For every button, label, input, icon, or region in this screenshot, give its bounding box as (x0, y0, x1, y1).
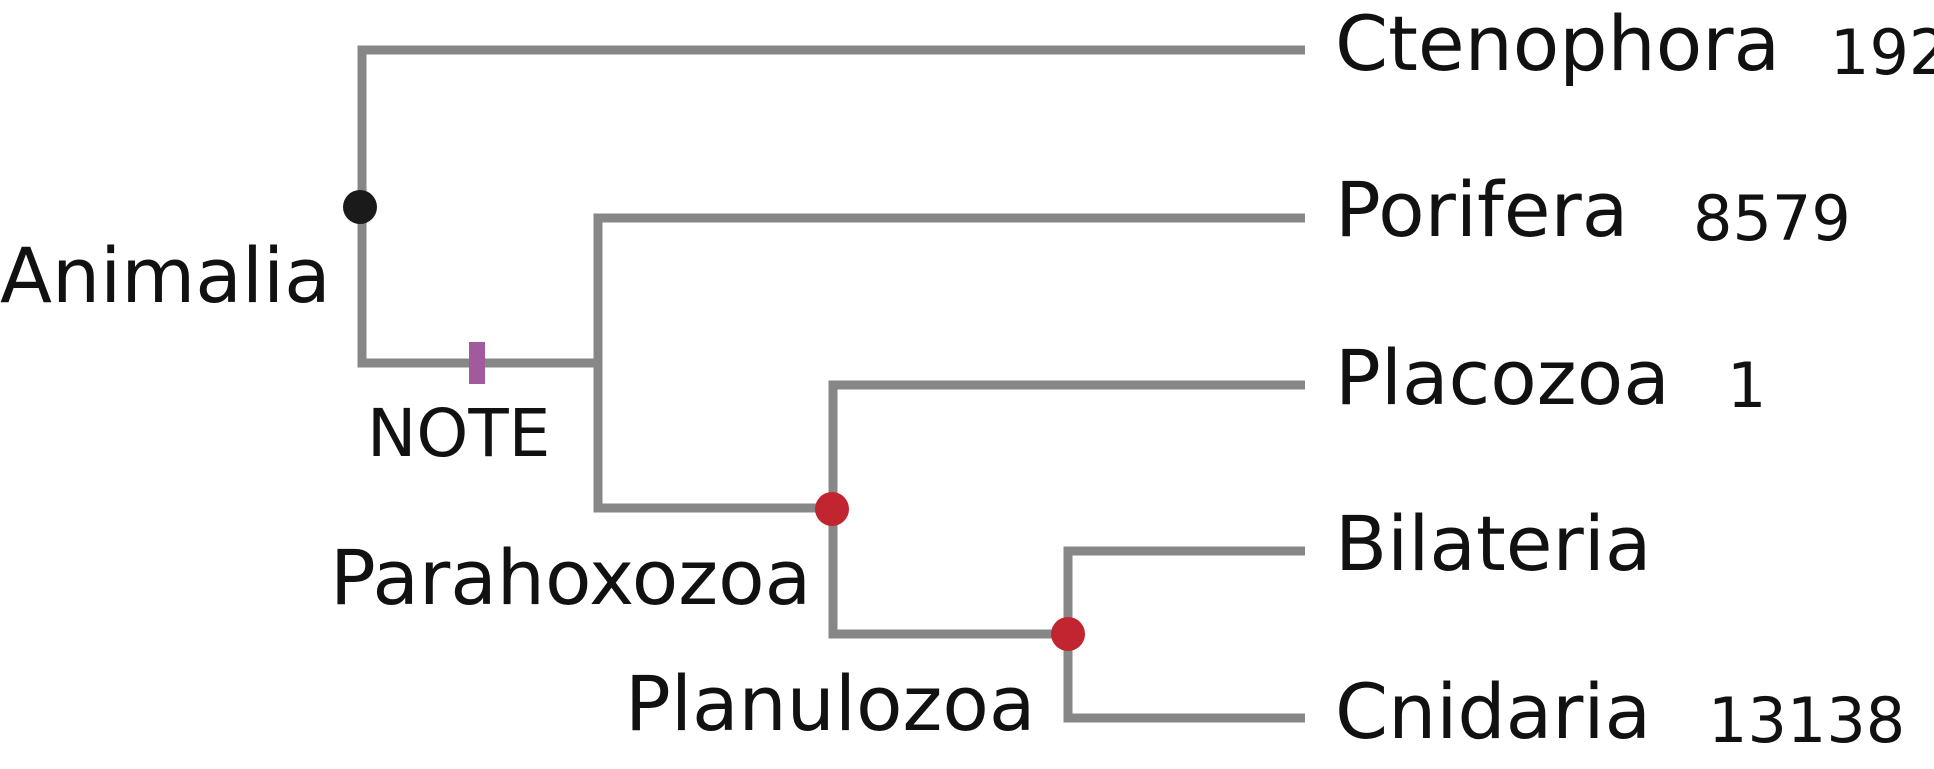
branch-root-to-bilaterian-clade (357, 207, 598, 368)
branch-to-porifera (593, 213, 1305, 363)
species-count-ctenophora: 192 (1830, 16, 1934, 89)
planulozoa-node-marker (1051, 617, 1085, 651)
branch-to-bilateria (1063, 546, 1305, 634)
branch-to-planulozoa (828, 508, 1068, 639)
branch-to-cnidaria (1063, 634, 1305, 723)
taxon-label-ctenophora: Ctenophora (1335, 0, 1780, 88)
clade-label-animalia: Animalia (0, 231, 331, 320)
species-count-placozoa: 1 (1727, 349, 1766, 422)
branches (357, 45, 1305, 723)
species-count-porifera: 8579 (1693, 182, 1851, 255)
taxon-label-placozoa: Placozoa (1335, 333, 1670, 422)
taxon-label-porifera: Porifera (1335, 165, 1628, 254)
note-mark (469, 342, 485, 384)
branch-root-to-ctenophora (357, 45, 1305, 207)
parahoxozoa-node-marker (815, 492, 849, 526)
clade-label-planulozoa: Planulozoa (625, 659, 1035, 748)
taxon-label-cnidaria: Cnidaria (1335, 667, 1651, 756)
branch-to-placozoa (828, 380, 1305, 508)
note-label: NOTE (367, 395, 550, 472)
branch-to-parahoxozoa (593, 363, 833, 513)
taxon-label-bilateria: Bilateria (1335, 499, 1651, 588)
root-node-marker (343, 190, 377, 224)
species-count-cnidaria: 13138 (1708, 684, 1905, 757)
clade-label-parahoxozoa: Parahoxozoa (330, 533, 811, 622)
